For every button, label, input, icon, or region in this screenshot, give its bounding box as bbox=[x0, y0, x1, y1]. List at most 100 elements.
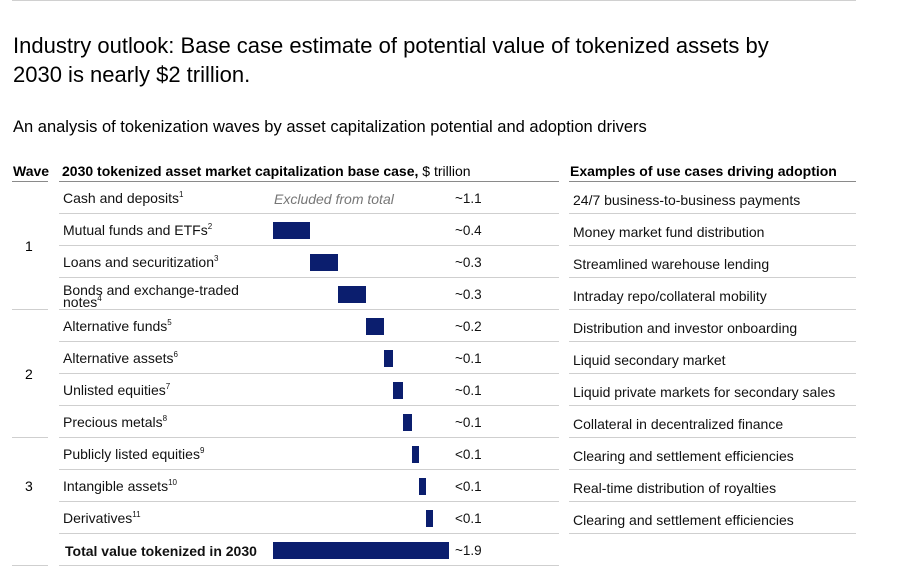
row-label: Derivatives11 bbox=[63, 510, 141, 526]
row-divider bbox=[59, 469, 559, 470]
waterfall-bar bbox=[273, 222, 310, 239]
row-label: Loans and securitization3 bbox=[63, 254, 219, 270]
row-divider bbox=[59, 533, 559, 534]
chart-header-rule bbox=[59, 181, 559, 182]
row-label: Alternative assets6 bbox=[63, 350, 178, 366]
footnote-marker: 10 bbox=[168, 478, 177, 487]
row-divider bbox=[59, 245, 559, 246]
footnote-marker: 11 bbox=[132, 510, 141, 519]
row-label-text: Alternative funds bbox=[63, 318, 168, 334]
wave-divider bbox=[12, 437, 48, 438]
waterfall-bar bbox=[310, 254, 338, 271]
footnote-marker: 8 bbox=[162, 414, 168, 423]
footnote-marker: 5 bbox=[167, 318, 172, 327]
chart-column-header-text: 2030 tokenized asset market capitalizati… bbox=[62, 163, 419, 179]
row-label: Alternative funds5 bbox=[63, 318, 172, 334]
row-label: Intangible assets10 bbox=[63, 478, 177, 494]
usecase-text: Intraday repo/collateral mobility bbox=[573, 288, 767, 304]
row-divider bbox=[59, 405, 559, 406]
waterfall-bar bbox=[384, 350, 394, 367]
usecase-text: Clearing and settlement efficiencies bbox=[573, 512, 794, 528]
wave-column-header: Wave bbox=[13, 163, 50, 179]
usecase-row-divider bbox=[569, 213, 856, 214]
value-label: ~0.1 bbox=[455, 351, 482, 366]
row-label: Publicly listed equities9 bbox=[63, 446, 205, 462]
total-label: Total value tokenized in 2030 bbox=[65, 543, 257, 559]
waterfall-bar bbox=[337, 286, 366, 303]
value-label: <0.1 bbox=[455, 479, 482, 494]
value-label: ~0.3 bbox=[455, 255, 482, 270]
waterfall-bar bbox=[402, 414, 412, 431]
usecase-row-divider bbox=[569, 533, 856, 534]
row-label: Precious metals8 bbox=[63, 414, 168, 430]
usecase-row-divider bbox=[569, 245, 856, 246]
value-label: ~0.1 bbox=[455, 383, 482, 398]
footnote-marker: 2 bbox=[207, 222, 213, 231]
usecase-row-divider bbox=[569, 341, 856, 342]
row-divider bbox=[59, 277, 559, 278]
row-divider bbox=[59, 373, 559, 374]
usecase-text: Money market fund distribution bbox=[573, 224, 765, 240]
footnote-marker: 4 bbox=[97, 294, 102, 303]
value-label: ~0.2 bbox=[455, 319, 482, 334]
waterfall-bar bbox=[393, 382, 403, 399]
row-divider bbox=[59, 437, 559, 438]
usecase-text: Liquid secondary market bbox=[573, 352, 726, 368]
waterfall-bar bbox=[425, 510, 433, 527]
value-label: ~0.1 bbox=[455, 415, 482, 430]
value-label: <0.1 bbox=[455, 447, 482, 462]
row-divider bbox=[59, 565, 559, 566]
row-label-text: Derivatives bbox=[63, 510, 133, 526]
usecase-text: Clearing and settlement efficiencies bbox=[573, 448, 794, 464]
row-label: Mutual funds and ETFs2 bbox=[63, 222, 213, 238]
excluded-note: Excluded from total bbox=[274, 191, 394, 207]
row-label-text: Intangible assets bbox=[63, 478, 169, 494]
row-label-text: Loans and securitization bbox=[63, 254, 214, 270]
chart-unit: $ trillion bbox=[422, 163, 471, 179]
row-label: Bonds and exchange-traded notes4 bbox=[63, 282, 263, 310]
row-label-text: Publicly listed equities bbox=[63, 446, 200, 462]
usecase-row-divider bbox=[569, 437, 856, 438]
value-label: <0.1 bbox=[455, 511, 482, 526]
row-label-text: Bonds and exchange-traded notes bbox=[63, 282, 239, 310]
total-bar bbox=[273, 542, 449, 559]
row-divider bbox=[59, 213, 559, 214]
wave-divider bbox=[12, 309, 48, 310]
row-divider bbox=[59, 341, 559, 342]
footnote-marker: 1 bbox=[178, 190, 184, 199]
usecase-row-divider bbox=[569, 309, 856, 310]
chart-title: Industry outlook: Base case estimate of … bbox=[13, 33, 769, 87]
usecase-text: 24/7 business-to-business payments bbox=[573, 192, 801, 208]
wave-number: 2 bbox=[25, 366, 33, 382]
chart-subtitle: An analysis of tokenization waves by ass… bbox=[13, 118, 647, 136]
chart-column-header: 2030 tokenized asset market capitalizati… bbox=[62, 163, 471, 179]
usecase-row-divider bbox=[569, 501, 856, 502]
footnote-marker: 7 bbox=[165, 382, 171, 391]
top-divider bbox=[12, 0, 856, 1]
row-label-text: Unlisted equities bbox=[63, 382, 166, 398]
usecase-text: Distribution and investor onboarding bbox=[573, 320, 798, 336]
waterfall-bar bbox=[411, 446, 419, 463]
wave-number: 1 bbox=[25, 238, 33, 254]
wave-header-rule bbox=[12, 181, 48, 182]
wave-divider bbox=[12, 565, 48, 566]
wave-number: 3 bbox=[25, 478, 33, 494]
waterfall-bar bbox=[365, 318, 384, 335]
usecase-header-rule bbox=[569, 181, 856, 182]
row-divider bbox=[59, 309, 559, 310]
row-label-text: Precious metals bbox=[63, 414, 163, 430]
row-label-text: Cash and deposits bbox=[63, 190, 179, 206]
row-label-text: Alternative assets bbox=[63, 350, 174, 366]
usecase-text: Streamlined warehouse lending bbox=[573, 256, 770, 272]
row-label: Cash and deposits1 bbox=[63, 190, 184, 206]
usecase-row-divider bbox=[569, 373, 856, 374]
usecase-text: Real-time distribution of royalties bbox=[573, 480, 777, 496]
waterfall-bar bbox=[418, 478, 426, 495]
usecase-row-divider bbox=[569, 405, 856, 406]
row-divider bbox=[59, 501, 559, 502]
value-label: ~1.1 bbox=[455, 191, 482, 206]
usecase-text: Liquid private markets for secondary sal… bbox=[573, 384, 836, 400]
footnote-marker: 3 bbox=[214, 254, 219, 263]
usecase-text: Collateral in decentralized finance bbox=[573, 416, 784, 432]
footnote-marker: 9 bbox=[199, 446, 205, 455]
